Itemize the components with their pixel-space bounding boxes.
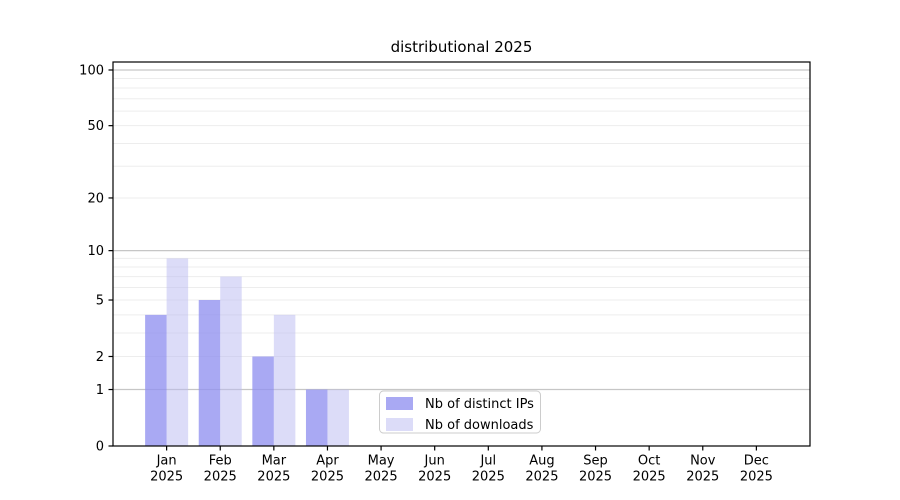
y-tick-label-10: 10	[87, 244, 104, 259]
x-tick-label-sep: Sep	[583, 454, 608, 469]
x-tick-label-jan-year: 2025	[150, 470, 183, 485]
legend-box	[379, 390, 541, 434]
plot-area-border	[112, 61, 811, 447]
x-tick-label-aug: Aug	[529, 454, 554, 469]
x-tick-label-jun: Jun	[424, 454, 445, 469]
bar-downloads-mar	[273, 314, 296, 446]
y-tick-label-50: 50	[87, 119, 104, 134]
bar-downloads-apr	[327, 389, 349, 446]
y-tick-label-100: 100	[79, 63, 104, 78]
bar-distinct-ips-apr	[305, 389, 328, 446]
legend-label-downloads: Nb of downloads	[425, 418, 534, 433]
x-tick-label-aug-year: 2025	[525, 470, 558, 485]
y-tick-label-2: 2	[96, 350, 104, 365]
y-tick-label-1: 1	[96, 383, 104, 398]
y-tick-label-0: 0	[96, 440, 104, 455]
bar-distinct-ips-mar	[252, 356, 274, 446]
x-tick-label-oct: Oct	[638, 454, 660, 469]
x-tick-label-mar-year: 2025	[257, 470, 290, 485]
x-tick-label-oct-year: 2025	[633, 470, 666, 485]
x-tick-label-may-year: 2025	[365, 470, 398, 485]
legend-swatch-distinct-ips	[386, 397, 413, 410]
x-tick-label-may: May	[368, 454, 395, 469]
y-tick-label-5: 5	[96, 294, 104, 309]
legend: Nb of distinct IPs Nb of downloads	[379, 390, 541, 434]
bar-downloads-feb	[220, 276, 242, 446]
x-tick-label-jul: Jul	[479, 454, 496, 469]
legend-swatch-downloads	[386, 418, 413, 431]
y-tick-label-20: 20	[87, 191, 104, 206]
x-axis: Jan2025Feb2025Mar2025Apr2025May2025Jun20…	[150, 446, 773, 485]
bars-layer	[145, 258, 349, 446]
x-tick-label-dec: Dec	[744, 454, 769, 469]
x-tick-label-apr-year: 2025	[311, 470, 344, 485]
bar-downloads-jan	[166, 258, 189, 446]
x-tick-label-nov-year: 2025	[686, 470, 719, 485]
x-tick-label-dec-year: 2025	[740, 470, 773, 485]
x-tick-label-jan: Jan	[156, 454, 177, 469]
x-tick-label-nov: Nov	[690, 454, 716, 469]
x-tick-label-sep-year: 2025	[579, 470, 612, 485]
x-tick-label-feb: Feb	[209, 454, 232, 469]
x-tick-label-apr: Apr	[316, 454, 339, 469]
x-tick-label-mar: Mar	[262, 454, 287, 469]
x-tick-label-jul-year: 2025	[472, 470, 505, 485]
legend-label-distinct-ips: Nb of distinct IPs	[425, 397, 534, 412]
x-tick-label-feb-year: 2025	[204, 470, 237, 485]
x-tick-label-jun-year: 2025	[418, 470, 451, 485]
chart-title: distributional 2025	[391, 38, 533, 56]
bar-distinct-ips-feb	[198, 300, 221, 446]
bar-distinct-ips-jan	[145, 314, 167, 446]
